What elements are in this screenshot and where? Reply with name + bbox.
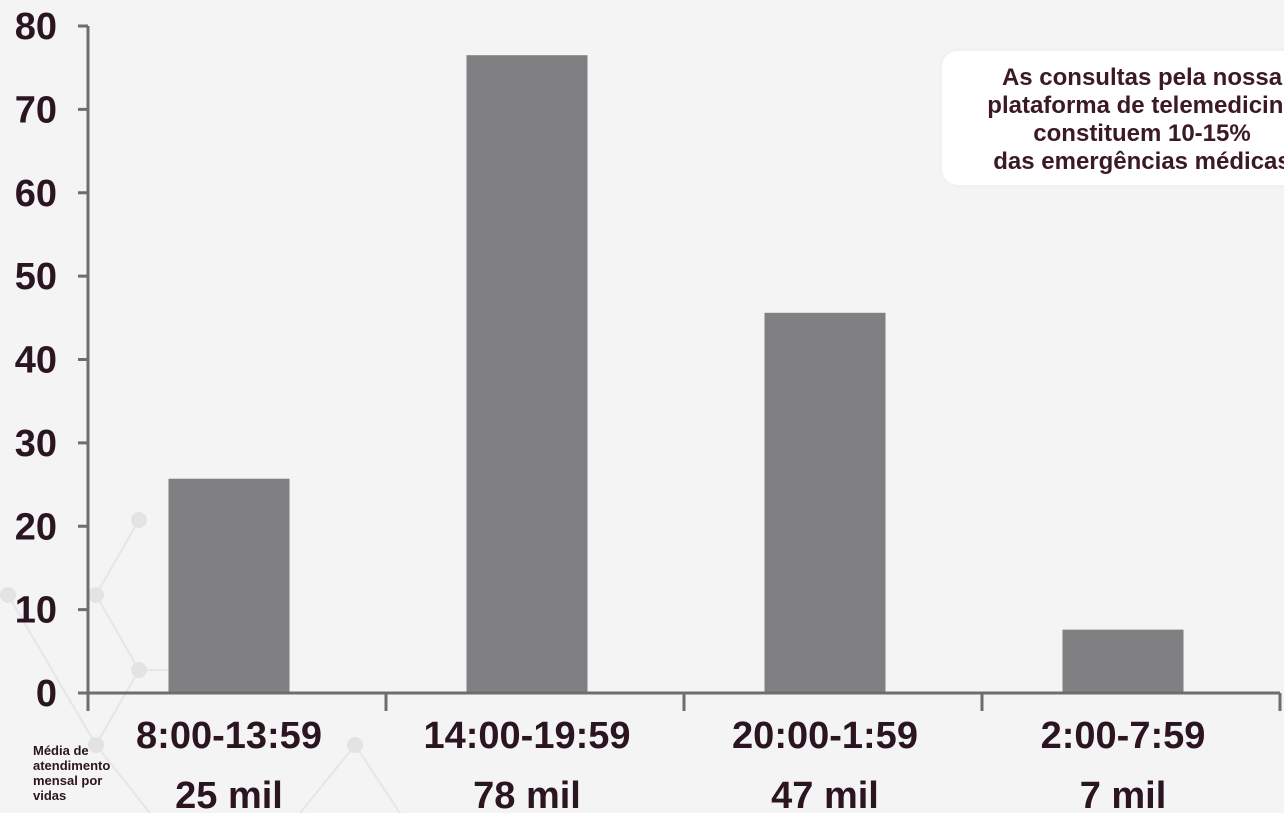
y-tick-label: 50 <box>15 256 57 298</box>
volume-label: 25 mil <box>175 775 283 813</box>
x-category-label: 14:00-19:59 <box>423 715 630 757</box>
x-category-label: 8:00-13:59 <box>136 715 322 757</box>
volume-label: 78 mil <box>473 775 581 813</box>
background-network-decoration <box>0 512 401 813</box>
note-line: plataforma de telemedicina <box>987 92 1284 119</box>
bars <box>168 55 1184 693</box>
x-axis-labels: 8:00-13:59 25 mil 14:00-19:59 78 mil 20:00-1… <box>136 715 1205 813</box>
volume-label: 47 mil <box>771 775 879 813</box>
y-tick-label: 80 <box>15 6 57 48</box>
note-line: das emergências médicas <box>993 148 1284 175</box>
bar <box>1062 629 1184 693</box>
note-text: As consultas pela nossa plataforma de te… <box>952 64 1284 176</box>
bar <box>168 478 290 693</box>
bar <box>466 55 588 693</box>
y-tick-label: 0 <box>36 673 57 715</box>
volume-row-title: Média de atendimento mensal por vidas <box>33 743 111 803</box>
y-tick-label: 20 <box>15 506 57 548</box>
x-category-label: 2:00-7:59 <box>1041 715 1206 757</box>
y-tick-label: 70 <box>15 89 57 131</box>
y-tick-label: 30 <box>15 423 57 465</box>
y-tick-label: 40 <box>15 340 57 382</box>
y-axis-ticks: 0 10 20 30 40 50 60 70 80 <box>15 6 88 715</box>
y-tick-label: 10 <box>15 590 57 632</box>
volume-label: 7 mil <box>1080 775 1167 813</box>
axes <box>86 26 1282 711</box>
note-box <box>942 51 1284 185</box>
bar <box>764 312 886 693</box>
x-category-label: 20:00-1:59 <box>732 715 918 757</box>
note-line: constituem 10-15% <box>1033 120 1251 147</box>
note-line: As consultas pela nossa <box>1001 64 1283 91</box>
y-tick-label: 60 <box>15 173 57 215</box>
